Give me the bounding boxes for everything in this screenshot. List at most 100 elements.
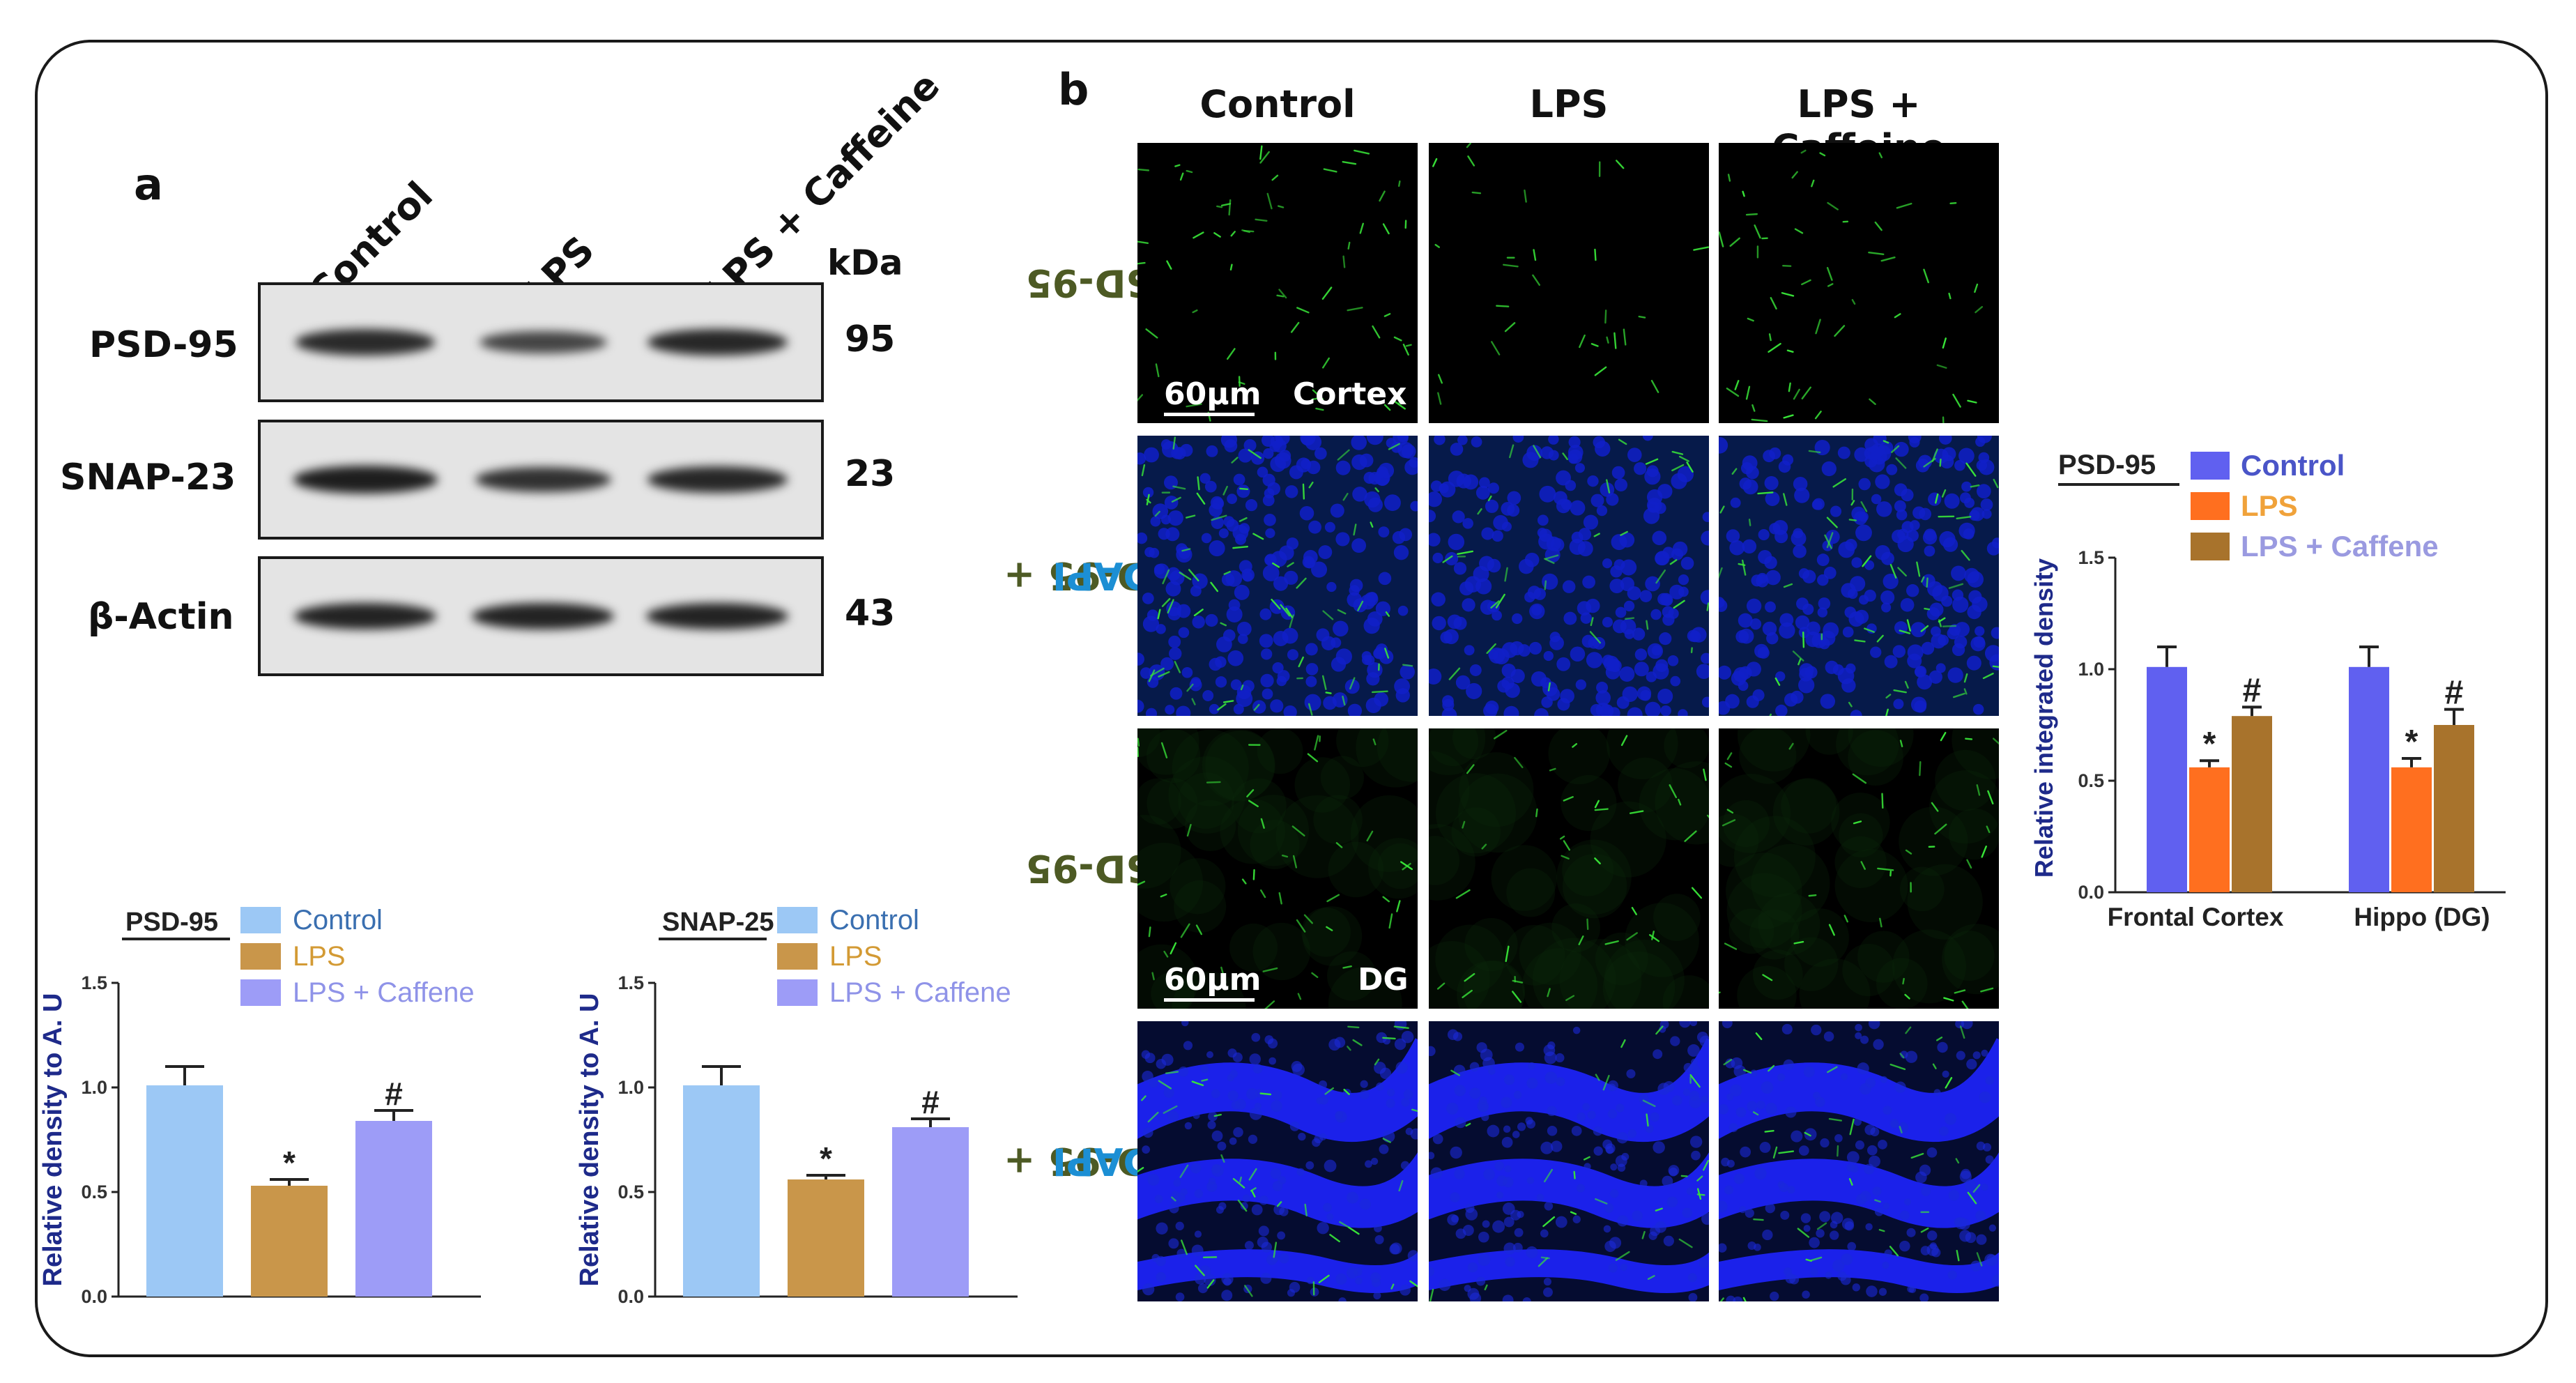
legend-label: LPS + Caffene	[829, 977, 1011, 1008]
x-category-label: Hippo (DG)	[2354, 903, 2490, 931]
blot-band	[472, 602, 614, 630]
microscopy-tile	[1719, 728, 1999, 1009]
significance-mark: #	[921, 1084, 940, 1120]
kda-value-43: 43	[845, 593, 896, 634]
blot-label-actin: β-Actin	[88, 596, 234, 638]
kda-label: kDa	[827, 243, 903, 283]
bar	[251, 1186, 328, 1297]
bar	[2189, 767, 2230, 892]
scale-bar-label-cortex: 60μm	[1164, 376, 1262, 412]
y-axis-label: Relative density to A. U	[38, 993, 68, 1287]
microscopy-tile	[1137, 436, 1418, 716]
bar	[788, 1179, 864, 1297]
legend-swatch	[2191, 492, 2230, 520]
blot-band	[647, 466, 788, 493]
significance-mark: *	[820, 1140, 832, 1177]
y-axis-label: Relative density to A. U	[575, 993, 604, 1287]
legend-swatch	[240, 979, 281, 1006]
legend-swatch	[2191, 452, 2230, 480]
bar	[892, 1127, 969, 1297]
row-label-3: PSD-95	[1026, 846, 1181, 891]
legend-label: Control	[2241, 449, 2345, 482]
microscopy-tile	[1429, 728, 1709, 1009]
bar-chart-psd95-integrated-density: Relative integrated density PSD-95 Control…	[2030, 449, 2506, 931]
row-label-2: PSD-95 + DAPI	[1004, 553, 1203, 598]
bar	[2349, 666, 2389, 892]
bar	[2391, 767, 2432, 892]
legend-label: LPS + Caffene	[2241, 530, 2439, 563]
microscopy-tile	[1429, 436, 1709, 716]
significance-mark: *	[283, 1145, 296, 1181]
y-tick-label: 1.0	[81, 1077, 107, 1098]
bar-chart-psd95-density: Relative density to A. U PSD-95 Control LPS…	[38, 905, 481, 1307]
x-category-label: Frontal Cortex	[2108, 903, 2284, 931]
bar	[355, 1121, 432, 1297]
microscopy-tile	[1429, 143, 1709, 423]
significance-mark: *	[2405, 724, 2418, 761]
y-axis-label: Relative integrated density	[2030, 558, 2058, 878]
chart-title: SNAP-25	[662, 908, 774, 937]
chart-title: PSD-95	[2058, 450, 2156, 480]
blot-band	[647, 329, 788, 356]
y-tick-label: 1.5	[618, 972, 644, 993]
column-header-lps: LPS	[1529, 82, 1609, 126]
microscopy-tile	[1719, 436, 1999, 716]
blot-band	[479, 330, 607, 354]
y-tick-label: 0.0	[618, 1286, 644, 1307]
blot-band	[646, 602, 788, 630]
kda-value-23: 23	[845, 453, 896, 495]
microscopy-tile	[1137, 728, 1418, 1009]
region-label-cortex: Cortex	[1293, 376, 1407, 412]
blot-band	[293, 466, 438, 494]
y-tick-label: 1.0	[2078, 659, 2104, 680]
microscopy-tile	[1137, 143, 1418, 423]
legend-swatch	[2191, 533, 2230, 560]
scale-bar-label-dg: 60μm	[1164, 962, 1262, 998]
legend-label: Control	[829, 905, 919, 935]
y-tick-label: 1.5	[2078, 547, 2104, 568]
microscopy-tile	[1719, 1021, 1999, 1301]
western-blot-actin	[258, 556, 824, 676]
legend-swatch	[240, 907, 281, 933]
y-tick-label: 0.5	[2078, 770, 2104, 791]
legend-swatch	[777, 979, 818, 1006]
row-label-4: PSD-95 + DAPI	[1004, 1139, 1203, 1184]
significance-mark: *	[2203, 726, 2216, 763]
blot-band	[475, 467, 611, 492]
bar	[2434, 725, 2474, 892]
chart-title: PSD-95	[125, 908, 218, 937]
microscopy-tile	[1137, 1021, 1418, 1301]
figure-frame	[35, 40, 2548, 1357]
bar	[683, 1085, 760, 1297]
significance-mark: #	[2243, 672, 2262, 709]
bar-chart-snap25-density: Relative density to A. U SNAP-25 Control LP…	[575, 905, 1018, 1307]
panel-letter-a: a	[134, 159, 163, 210]
microscopy-tile	[1719, 143, 1999, 423]
significance-mark: #	[385, 1076, 403, 1112]
bar	[2147, 666, 2187, 892]
significance-mark: #	[2445, 675, 2464, 712]
panel-letter-b: b	[1058, 64, 1089, 115]
scale-bar-cortex	[1164, 413, 1255, 416]
legend-swatch	[240, 943, 281, 970]
blot-label-snap23: SNAP-23	[60, 457, 236, 498]
column-header-control: Control	[1199, 82, 1356, 126]
y-tick-label: 0.5	[618, 1182, 644, 1202]
bar	[2232, 716, 2272, 892]
legend-swatch	[777, 907, 818, 933]
region-label-dg: DG	[1358, 962, 1409, 998]
blot-band	[294, 602, 436, 630]
y-tick-label: 1.5	[81, 972, 107, 993]
y-tick-label: 0.5	[81, 1182, 107, 1202]
row-label-1: PSD-95	[1026, 261, 1181, 305]
legend-label: LPS	[293, 941, 346, 972]
legend-label: LPS	[829, 941, 882, 972]
y-tick-label: 0.0	[2078, 882, 2104, 903]
microscopy-tile	[1429, 1021, 1709, 1301]
blot-label-psd95: PSD-95	[89, 324, 238, 366]
kda-value-95: 95	[845, 319, 896, 360]
legend-swatch	[777, 943, 818, 970]
western-blot-snap23	[258, 420, 824, 540]
scale-bar-dg	[1164, 998, 1255, 1002]
y-tick-label: 0.0	[81, 1286, 107, 1307]
